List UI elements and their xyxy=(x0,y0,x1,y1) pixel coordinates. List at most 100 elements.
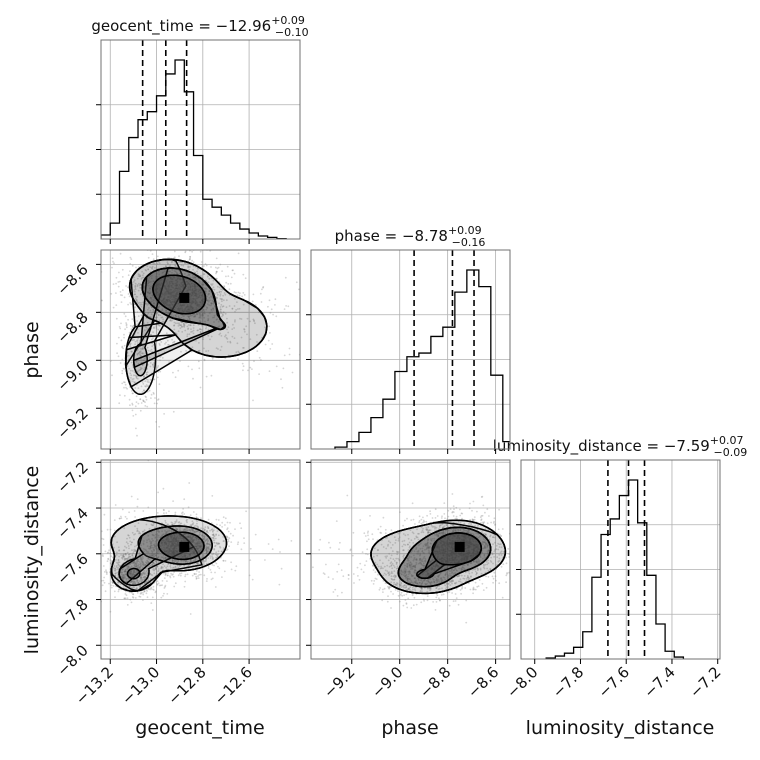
sample-point xyxy=(149,548,151,550)
sample-point xyxy=(224,334,227,337)
sample-point xyxy=(202,286,204,289)
sample-point xyxy=(148,381,150,384)
sample-point xyxy=(194,285,197,288)
sample-point xyxy=(219,524,222,527)
sample-point xyxy=(155,292,158,295)
sample-point xyxy=(198,303,201,306)
sample-point xyxy=(189,314,192,316)
sample-point xyxy=(110,555,113,558)
sample-point xyxy=(194,314,197,317)
sample-point xyxy=(190,328,192,331)
sample-point xyxy=(213,539,216,542)
sample-point xyxy=(229,340,232,343)
sample-point xyxy=(173,547,176,549)
sample-point xyxy=(134,285,137,287)
sample-point xyxy=(177,330,180,333)
sample-point xyxy=(150,296,153,299)
sample-point xyxy=(133,510,136,512)
sample-point xyxy=(149,296,152,299)
sample-point xyxy=(125,590,127,593)
sample-point xyxy=(197,277,200,280)
sample-point xyxy=(189,306,192,308)
sample-point xyxy=(170,572,173,575)
sample-point xyxy=(173,256,176,259)
sample-point xyxy=(168,293,171,295)
sample-point xyxy=(209,557,212,559)
sample-point xyxy=(144,357,146,360)
sample-point xyxy=(158,289,161,291)
sample-point xyxy=(175,279,177,282)
sample-point xyxy=(316,308,318,310)
sample-point xyxy=(218,302,220,305)
sample-point xyxy=(123,394,126,397)
sample-point xyxy=(172,575,175,578)
sample-point xyxy=(145,385,147,388)
sample-point xyxy=(173,301,176,304)
sample-point xyxy=(167,288,170,291)
sample-point xyxy=(202,336,205,339)
sample-point xyxy=(168,270,170,273)
sample-point xyxy=(198,292,201,294)
sample-point xyxy=(203,297,206,300)
sample-point xyxy=(135,560,138,563)
xlabel-phase: phase xyxy=(381,717,438,739)
sample-point xyxy=(249,366,252,369)
sample-point xyxy=(155,288,158,291)
sample-point xyxy=(420,522,423,525)
sample-point xyxy=(194,294,197,297)
sample-point xyxy=(184,561,187,563)
sample-point xyxy=(173,324,175,327)
density-peak xyxy=(179,541,190,552)
sample-point xyxy=(212,537,215,540)
sample-point xyxy=(200,541,203,544)
sample-point xyxy=(117,285,120,288)
sample-point xyxy=(201,265,204,268)
sample-point xyxy=(113,569,116,572)
sample-point xyxy=(137,352,140,355)
sample-point xyxy=(170,291,173,294)
sample-point xyxy=(138,352,140,355)
sample-point xyxy=(199,311,202,313)
sample-point xyxy=(168,344,170,346)
sample-point xyxy=(144,302,147,305)
sample-point xyxy=(176,559,178,562)
sample-point xyxy=(194,302,197,304)
sample-point xyxy=(212,307,215,310)
sample-point xyxy=(189,256,192,258)
sample-point xyxy=(197,303,199,306)
sample-point xyxy=(139,398,142,400)
sample-point xyxy=(93,557,95,559)
sample-point xyxy=(127,293,130,295)
sample-point xyxy=(189,301,192,304)
sample-point xyxy=(138,301,141,304)
sample-point xyxy=(199,328,201,331)
sample-point xyxy=(176,283,178,286)
sample-point xyxy=(277,538,280,541)
sample-point xyxy=(328,541,330,544)
sample-point xyxy=(131,392,134,395)
sample-point xyxy=(194,289,197,292)
sample-point xyxy=(183,322,185,325)
sample-point xyxy=(189,286,192,289)
sample-point xyxy=(177,543,180,546)
sample-point xyxy=(187,266,190,269)
sample-point xyxy=(239,317,241,320)
sample-point xyxy=(172,551,175,554)
sample-point xyxy=(206,542,209,545)
sample-point xyxy=(175,295,177,297)
sample-point xyxy=(162,271,165,274)
sample-point xyxy=(173,296,176,298)
sample-point xyxy=(192,301,195,304)
sample-point xyxy=(170,307,173,309)
sample-point xyxy=(121,289,124,291)
sample-point xyxy=(134,286,137,289)
sample-point xyxy=(139,353,142,356)
sample-point xyxy=(218,290,221,293)
sample-point xyxy=(136,320,139,322)
sample-point xyxy=(173,542,176,545)
sample-point xyxy=(195,539,198,541)
sample-point xyxy=(122,367,125,370)
sample-point xyxy=(134,516,137,518)
sample-point xyxy=(164,574,167,577)
sample-point xyxy=(252,399,254,402)
